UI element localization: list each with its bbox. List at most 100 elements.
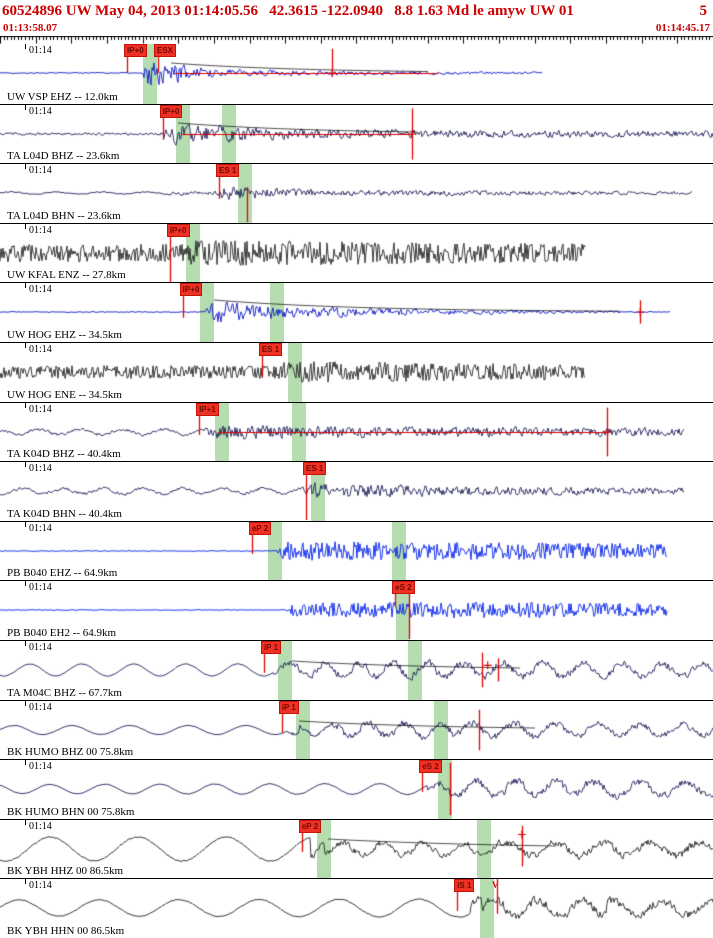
waveform-canvas[interactable] — [0, 760, 713, 819]
trace-panel[interactable]: IP+0 01:14 TA L04D BHZ -- 23.6km — [0, 103, 713, 164]
waveform-canvas[interactable] — [0, 223, 713, 282]
phase-pick-flag[interactable]: ES 1 — [216, 164, 240, 178]
waveform-canvas[interactable] — [0, 342, 713, 401]
trace-time-label: 01:14 — [29, 582, 52, 594]
trace-panel[interactable]: iP 1 01:14 TA M04C BHZ -- 67.7km — [0, 639, 713, 700]
station-channel-label: BK YBH HHZ 00 86.5km — [7, 865, 124, 878]
waveform-canvas[interactable] — [0, 521, 713, 580]
window-start-time: 01:13:58.07 — [3, 22, 58, 34]
station-channel-label: PB B040 EH2 -- 64.9km — [7, 626, 117, 639]
waveform-canvas[interactable] — [0, 104, 713, 163]
station-channel-label: BK YBH HHN 00 86.5km — [7, 924, 125, 937]
station-channel-label: TA K04D BHN -- 40.4km — [7, 507, 122, 520]
trace-list: IP+0 ESX 01:14 UW VSP EHZ -- 12.0km IP+0 01:1… — [0, 44, 713, 938]
minute-tick — [25, 104, 26, 110]
phase-pick-flag[interactable]: IP+0 — [166, 223, 190, 237]
trace-panel[interactable]: IP+1 01:14 TA K04D BHZ -- 40.4km — [0, 401, 713, 462]
trace-time-label: 01:14 — [29, 641, 52, 653]
station-channel-label: UW KFAL ENZ -- 27.8km — [7, 269, 126, 282]
minute-tick — [25, 819, 26, 825]
phase-pick-flag[interactable]: eS 2 — [419, 760, 442, 774]
station-channel-label: TA L04D BHZ -- 23.6km — [7, 150, 120, 163]
trace-panel[interactable]: eP 2 01:14 PB B040 EHZ -- 64.9km — [0, 520, 713, 581]
waveform-canvas[interactable] — [0, 44, 713, 102]
minute-tick — [25, 283, 26, 289]
trace-time-label: 01:14 — [29, 45, 52, 56]
waveform-canvas[interactable] — [0, 581, 713, 640]
station-channel-label: TA L04D BHN -- 23.6km — [7, 209, 121, 222]
minute-tick — [25, 342, 26, 348]
station-channel-label: TA M04C BHZ -- 67.7km — [7, 686, 122, 699]
phase-pick-flag[interactable]: IP+1 — [196, 402, 219, 416]
minute-tick — [25, 879, 26, 885]
trace-panel[interactable]: eS 2 01:14 PB B040 EH2 -- 64.9km — [0, 580, 713, 640]
station-channel-label: BK HUMO BHN 00 75.8km — [7, 805, 135, 818]
page-indicator: 5 — [699, 3, 708, 19]
phase-pick-flag[interactable]: ES 1 — [303, 462, 327, 476]
minute-tick — [25, 581, 26, 587]
minute-tick — [25, 164, 26, 170]
waveform-canvas[interactable] — [0, 819, 713, 878]
trace-time-label: 01:14 — [29, 701, 52, 713]
station-channel-label: UW HOG EHZ -- 34.5km — [7, 328, 122, 341]
phase-pick-flag[interactable]: IP+0 — [159, 104, 183, 118]
phase-pick-flag[interactable]: iP 1 — [260, 640, 282, 654]
station-channel-label: BK HUMO BHZ 00 75.8km — [7, 746, 134, 759]
trace-time-label: 01:14 — [29, 105, 52, 117]
phase-pick-flag[interactable]: ESX — [154, 44, 177, 57]
station-channel-label: UW VSP EHZ -- 12.0km — [7, 90, 118, 103]
trace-time-label: 01:14 — [29, 820, 52, 832]
phase-pick-flag[interactable]: ES 1 — [258, 342, 283, 356]
waveform-canvas[interactable] — [0, 402, 713, 461]
waveform-canvas[interactable] — [0, 462, 713, 521]
minute-tick — [25, 402, 26, 408]
window-end-time: 01:14:45.17 — [655, 22, 710, 34]
phase-pick-flag[interactable]: iP 1 — [278, 700, 299, 714]
minute-tick — [25, 44, 26, 49]
event-header: 60524896 UW May 04, 2013 01:14:05.56 42.… — [0, 0, 713, 22]
phase-pick-flag[interactable]: IP+0 — [124, 44, 147, 57]
trace-time-label: 01:14 — [29, 165, 52, 177]
waveform-canvas[interactable] — [0, 700, 713, 759]
trace-time-label: 01:14 — [29, 403, 52, 415]
trace-panel[interactable]: IP+0 01:14 UW KFAL ENZ -- 27.8km — [0, 222, 713, 283]
minute-tick — [25, 462, 26, 468]
minute-tick — [25, 223, 26, 229]
phase-pick-flag[interactable]: eP 2 — [248, 521, 272, 535]
trace-panel[interactable]: eP 2 01:14 BK YBH HHZ 00 86.5km — [0, 818, 713, 879]
trace-panel[interactable]: IP+0 ESX 01:14 UW VSP EHZ -- 12.0km — [0, 44, 713, 104]
waveform-canvas[interactable] — [0, 879, 713, 938]
trace-panel[interactable]: ES 1 01:14 TA K04D BHN -- 40.4km — [0, 461, 713, 521]
minute-tick — [25, 640, 26, 646]
time-window-bar: 01:13:58.07 01:14:45.17 — [0, 22, 713, 36]
event-summary: 60524896 UW May 04, 2013 01:14:05.56 42.… — [2, 3, 574, 19]
trace-panel[interactable]: iS 1 V 01:14 BK YBH HHN 00 86.5km — [0, 878, 713, 938]
trace-panel[interactable]: iP 1 01:14 BK HUMO BHZ 00 75.8km — [0, 699, 713, 760]
station-channel-label: TA K04D BHZ -- 40.4km — [7, 448, 121, 461]
phase-pick-flag[interactable]: IP+0 — [179, 283, 203, 297]
minute-tick — [25, 521, 26, 527]
trace-time-label: 01:14 — [29, 522, 52, 534]
time-ruler — [0, 36, 713, 44]
trace-panel[interactable]: IP+0 01:14 UW HOG EHZ -- 34.5km — [0, 282, 713, 342]
waveform-canvas[interactable] — [0, 164, 713, 223]
trace-time-label: 01:14 — [29, 343, 52, 355]
station-channel-label: PB B040 EHZ -- 64.9km — [7, 567, 118, 580]
minute-tick — [25, 760, 26, 766]
trace-time-label: 01:14 — [29, 880, 52, 892]
trace-panel[interactable]: ES 1 01:14 TA L04D BHN -- 23.6km — [0, 163, 713, 223]
trace-time-label: 01:14 — [29, 284, 52, 296]
trace-time-label: 01:14 — [29, 224, 52, 236]
trace-time-label: 01:14 — [29, 761, 52, 773]
station-channel-label: UW HOG ENE -- 34.5km — [7, 388, 122, 401]
phase-pick-flag[interactable]: eP 2 — [298, 819, 322, 833]
trace-panel[interactable]: ES 1 01:14 UW HOG ENE -- 34.5km — [0, 341, 713, 402]
waveform-canvas[interactable] — [0, 640, 713, 699]
phase-pick-flag[interactable]: eS 2 — [392, 581, 415, 595]
phase-pick-flag[interactable]: iS 1 — [454, 879, 475, 893]
trace-panel[interactable]: eS 2 01:14 BK HUMO BHN 00 75.8km — [0, 759, 713, 819]
waveform-canvas[interactable] — [0, 283, 713, 342]
trace-time-label: 01:14 — [29, 463, 52, 475]
minute-tick — [25, 700, 26, 706]
